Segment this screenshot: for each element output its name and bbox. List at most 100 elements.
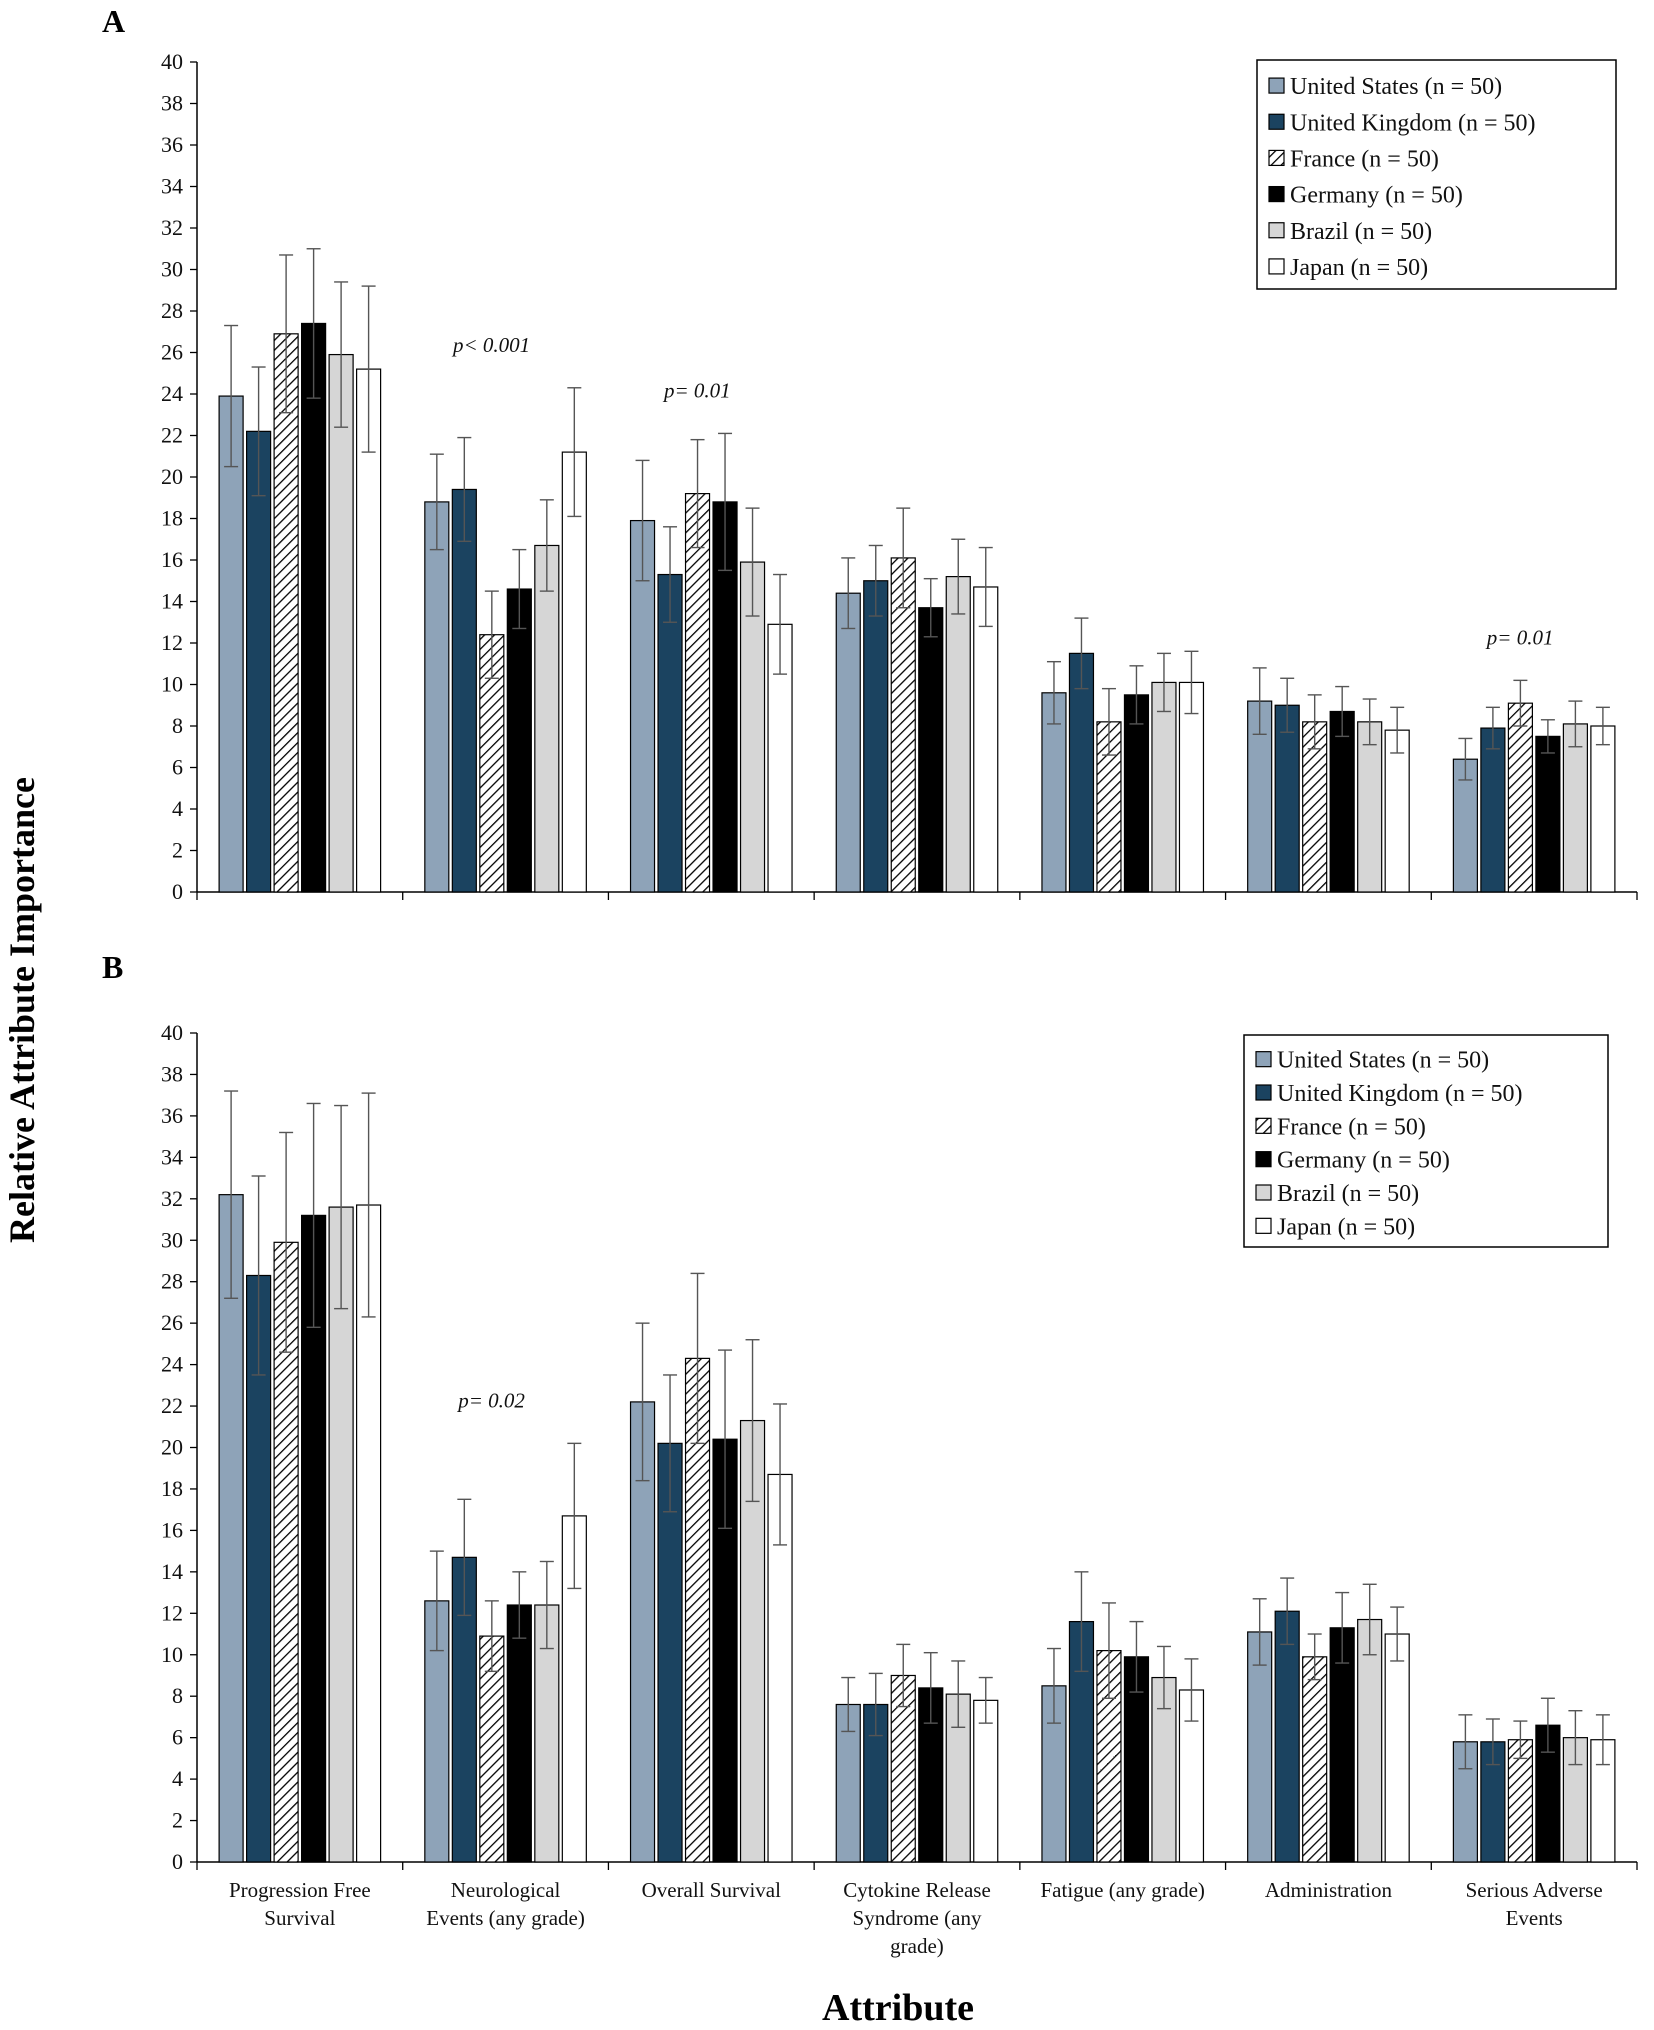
bar-a-3-0 <box>835 592 861 893</box>
legend-swatch <box>1268 149 1285 167</box>
y-tick-label: 12 <box>161 1600 183 1625</box>
bar-a-0-3 <box>301 322 327 893</box>
y-tick-label: 28 <box>161 1269 183 1294</box>
error-bar <box>745 507 760 617</box>
panel-b-chart: 0246810121416182022242628303234363840p= … <box>161 1020 1638 1874</box>
x-category-label: Overall Survival <box>642 1878 782 1902</box>
error-bar <box>841 557 856 630</box>
y-tick-label: 6 <box>172 755 183 780</box>
bar-b-4-0 <box>1041 1685 1067 1863</box>
legend-entry: United Kingdom (n = 50) <box>1290 110 1536 136</box>
error-bar <box>718 432 733 572</box>
bar-b-2-1 <box>657 1442 683 1863</box>
bar-b-5-1 <box>1274 1610 1300 1863</box>
error-bar <box>1074 617 1089 690</box>
y-tick-label: 20 <box>161 1435 183 1460</box>
y-tick-label: 14 <box>161 1559 183 1584</box>
error-bar <box>923 1651 938 1724</box>
error-bar <box>773 573 788 675</box>
error-bar <box>429 453 444 551</box>
bar-a-0-2 <box>273 333 299 893</box>
error-bar <box>923 577 938 638</box>
x-category-labels: Progression Free Survival Neurological Even… <box>229 1878 1603 1958</box>
error-bar <box>951 538 966 615</box>
error-bar <box>1184 650 1199 715</box>
error-bar <box>635 459 650 582</box>
p-value-annotation: p= 0.02 <box>456 1388 525 1412</box>
legend-swatch <box>1268 258 1285 275</box>
y-tick-label: 34 <box>161 1144 183 1169</box>
error-bar <box>663 1374 678 1513</box>
y-tick-label: 12 <box>161 630 183 655</box>
bar-a-1-4 <box>534 544 560 893</box>
bar-b-5-0 <box>1247 1631 1273 1863</box>
error-bar <box>1280 677 1295 733</box>
error-bar <box>1101 687 1116 756</box>
legend-swatch <box>1255 1051 1272 1068</box>
y-tick-label: 22 <box>161 1393 183 1418</box>
bar-a-5-5 <box>1384 729 1410 893</box>
error-bar <box>279 254 294 414</box>
bar-a-5-4 <box>1357 721 1383 893</box>
bar-a-0-5 <box>356 368 382 893</box>
y-tick-label: 40 <box>161 49 183 74</box>
bar-a-4-0 <box>1041 692 1067 893</box>
bar-a-3-4 <box>945 575 971 893</box>
error-bar <box>539 499 554 592</box>
legend-entry: Japan (n = 50) <box>1290 255 1428 281</box>
error-bar <box>1046 1647 1061 1724</box>
bar-b-0-4 <box>328 1206 354 1863</box>
p-value-annotation: p= 0.01 <box>1485 625 1554 649</box>
panel-a-chart: 0246810121416182022242628303234363840p< … <box>161 49 1638 904</box>
legend-entry: Brazil (n = 50) <box>1277 1181 1419 1207</box>
x-category-label: Cytokine Release Syndrome (any grade) <box>843 1878 991 1958</box>
legend-swatch <box>1268 185 1285 203</box>
x-category-label: Progression Free Survival <box>229 1878 371 1930</box>
error-bar <box>868 1672 883 1737</box>
bar-b-4-4 <box>1151 1676 1177 1863</box>
error-bar <box>1390 706 1405 754</box>
error-bar <box>1129 1620 1144 1693</box>
legend-swatch <box>1255 1084 1272 1101</box>
error-bar <box>1362 698 1377 746</box>
error-bar <box>539 1560 554 1650</box>
bar-a-1-5 <box>561 451 587 893</box>
legend-a: United States (n = 50) United Kingdom (n … <box>1256 59 1617 290</box>
error-bar <box>978 1676 993 1724</box>
bar-a-3-1 <box>863 580 889 893</box>
error-bar <box>1513 679 1528 727</box>
error-bar <box>896 1643 911 1708</box>
y-tick-label: 32 <box>161 1186 183 1211</box>
y-tick-label: 6 <box>172 1725 183 1750</box>
error-bar <box>1485 706 1500 750</box>
bar-a-6-3 <box>1535 735 1561 893</box>
bar-a-3-5 <box>973 586 999 893</box>
y-tick-label: 2 <box>172 838 183 863</box>
error-bar <box>1513 1720 1528 1760</box>
bar-a-0-0 <box>218 395 244 893</box>
error-bar <box>1568 1710 1583 1766</box>
legend-entry: Japan (n = 50) <box>1277 1214 1415 1240</box>
error-bar <box>1156 652 1171 713</box>
error-bar <box>306 248 321 399</box>
x-category-label: Fatigue (any grade) <box>1040 1878 1204 1902</box>
error-bar <box>1156 1645 1171 1710</box>
y-tick-label: 2 <box>172 1808 183 1833</box>
bar-a-2-1 <box>657 573 683 893</box>
error-bar <box>1595 1714 1610 1766</box>
error-bar <box>1485 1718 1500 1766</box>
bar-a-5-2 <box>1302 721 1328 893</box>
error-bar <box>1252 1598 1267 1666</box>
bar-b-5-2 <box>1302 1656 1328 1863</box>
y-tick-label: 18 <box>161 1476 183 1501</box>
error-bar <box>951 1660 966 1728</box>
y-tick-label: 16 <box>161 547 183 572</box>
error-bar <box>841 1676 856 1733</box>
legend-swatch <box>1268 222 1285 239</box>
legend-entry: Germany (n = 50) <box>1290 183 1463 209</box>
error-bar <box>896 507 911 609</box>
p-value-annotation: p< 0.001 <box>451 333 530 357</box>
error-bar <box>1280 1577 1295 1646</box>
legend-swatch <box>1268 113 1285 130</box>
